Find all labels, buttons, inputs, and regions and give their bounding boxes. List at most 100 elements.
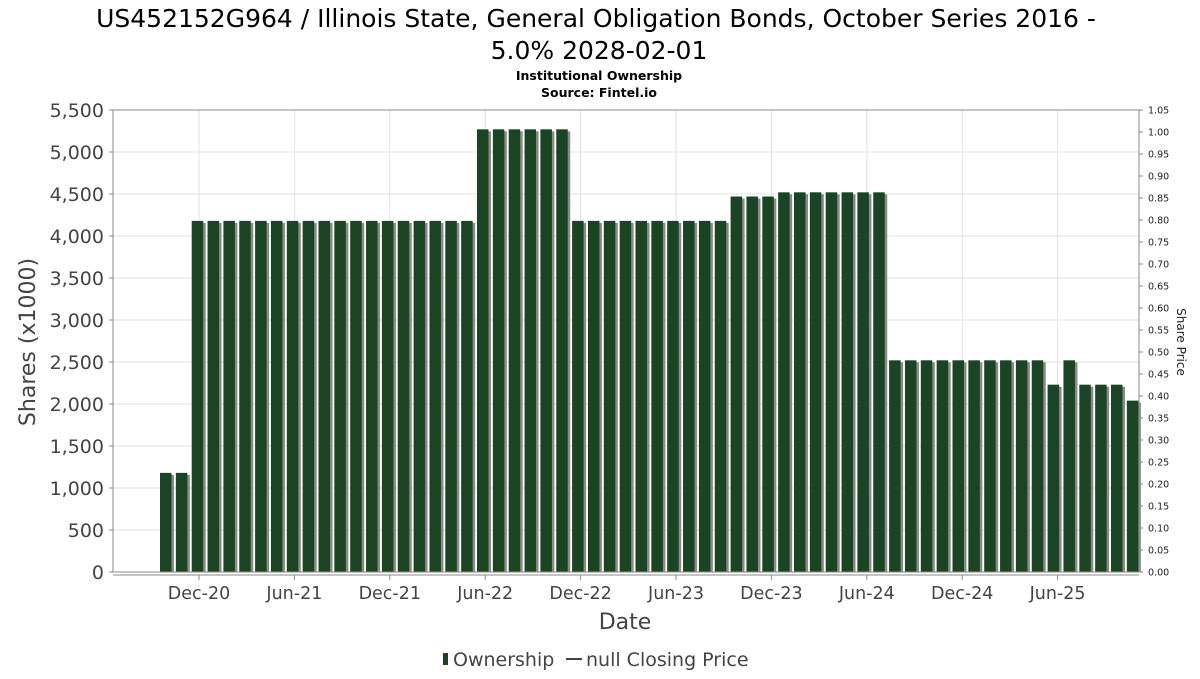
y2-tick-label: 0.15: [1148, 502, 1169, 513]
y2-tick-label: 0.50: [1148, 348, 1169, 359]
bar-ownership: [683, 220, 695, 572]
bar-ownership: [825, 192, 838, 572]
bar-ownership: [318, 220, 330, 572]
bar-ownership: [635, 220, 647, 572]
bar-ownership: [778, 192, 790, 572]
y2-tick-label: 0.00: [1148, 568, 1169, 579]
y-tick-label: 5,500: [50, 100, 104, 122]
bar-ownership: [841, 192, 854, 572]
bar-ownership: [873, 192, 885, 572]
bar-ownership: [302, 220, 315, 572]
x-tick-label: Jun-22: [456, 584, 513, 604]
bar-ownership: [762, 196, 774, 572]
bar-ownership: [223, 220, 235, 572]
y2-tick-label: 0.10: [1148, 524, 1169, 535]
chart-subtitle: Institutional Ownership: [516, 68, 682, 83]
bar-ownership: [524, 129, 537, 572]
y2-tick-label: 0.30: [1148, 436, 1169, 447]
bar-ownership: [286, 220, 299, 572]
bar-ownership: [175, 472, 188, 572]
y-tick-label: 1,000: [50, 478, 104, 500]
x-tick-label: Dec-21: [359, 584, 421, 604]
bar-ownership: [191, 220, 204, 572]
legend-ownership-label: Ownership: [453, 649, 554, 671]
y2-tick-label: 1.00: [1148, 128, 1169, 139]
y2-tick-label: 0.20: [1148, 480, 1169, 491]
bar-ownership: [207, 220, 220, 572]
bar-ownership: [1126, 400, 1139, 572]
x-tick-label: Dec-20: [168, 584, 230, 604]
y2-tick-label: 0.75: [1148, 238, 1169, 249]
bar-ownership: [936, 360, 949, 572]
bar-ownership: [413, 220, 426, 572]
bar-ownership: [857, 192, 869, 572]
bar-ownership: [1047, 384, 1060, 572]
bar-ownership: [667, 220, 679, 572]
chart-title-line2: 5.0% 2028-02-01: [491, 36, 708, 65]
bar-ownership: [746, 196, 758, 572]
x-tick-label: Jun-21: [265, 584, 322, 604]
x-tick-label: Jun-24: [838, 584, 895, 604]
bar-ownership: [619, 220, 632, 572]
bar-ownership: [1000, 360, 1012, 572]
y2-tick-label: 0.45: [1148, 370, 1169, 381]
bar-ownership: [920, 360, 933, 572]
bar-ownership: [1095, 384, 1107, 572]
bar-ownership: [160, 472, 172, 572]
bar-ownership: [492, 129, 505, 572]
y2-tick-label: 0.60: [1148, 304, 1169, 315]
x-tick-label: Jun-25: [1029, 584, 1086, 604]
bar-ownership: [714, 220, 727, 572]
bar-ownership: [603, 220, 616, 572]
bar-ownership: [445, 220, 457, 572]
y2-tick-label: 0.55: [1148, 326, 1169, 337]
bar-ownership: [968, 360, 980, 572]
legend: Ownership null Closing Price: [443, 649, 749, 671]
bar-ownership: [350, 220, 362, 572]
bar-ownership: [889, 360, 901, 572]
bar-ownership: [1063, 360, 1075, 572]
y2-tick-label: 0.70: [1148, 260, 1169, 271]
y-tick-label: 3,000: [50, 310, 104, 332]
x-tick-label: Dec-24: [931, 584, 993, 604]
legend-ownership-swatch: [443, 653, 448, 665]
bar-ownership: [904, 360, 917, 572]
legend-price-label: null Closing Price: [586, 649, 749, 671]
y2-tick-label: 0.40: [1148, 392, 1169, 403]
bar-ownership: [1015, 360, 1028, 572]
y-tick-label: 4,000: [50, 226, 104, 248]
bar-ownership: [809, 192, 822, 572]
x-axis-label: Date: [599, 610, 652, 635]
bar-ownership: [1031, 360, 1044, 572]
y-axis-label: Shares (x1000): [16, 258, 41, 426]
bar-ownership: [270, 220, 283, 572]
bar-ownership: [651, 220, 663, 572]
bar-ownership: [1079, 384, 1091, 572]
bar-ownership: [429, 220, 441, 572]
bar-ownership: [477, 129, 489, 572]
bar-series-ownership: [160, 129, 1141, 572]
y-tick-label: 500: [68, 520, 104, 542]
bar-ownership: [984, 360, 996, 572]
bar-ownership: [334, 220, 346, 572]
x-tick-label: Dec-23: [740, 584, 802, 604]
bar-ownership: [397, 220, 410, 572]
y-tick-label: 2,500: [50, 352, 104, 374]
y-tick-label: 4,500: [50, 184, 104, 206]
bar-ownership: [540, 129, 552, 572]
y2-axis-label: Share Price: [1174, 308, 1188, 376]
y-tick-label: 2,000: [50, 394, 104, 416]
y2-tick-label: 0.80: [1148, 216, 1169, 227]
bar-ownership: [461, 220, 473, 572]
bar-ownership: [508, 129, 521, 572]
bar-ownership: [239, 220, 251, 572]
y-tick-label: 0: [92, 562, 104, 584]
bar-ownership: [952, 360, 964, 572]
plot-frame: [112, 109, 1140, 573]
y2-tick-label: 0.35: [1148, 414, 1169, 425]
y-tick-label: 1,500: [50, 436, 104, 458]
y2-tick-label: 0.95: [1148, 150, 1169, 161]
y-tick-label: 3,500: [50, 268, 104, 290]
